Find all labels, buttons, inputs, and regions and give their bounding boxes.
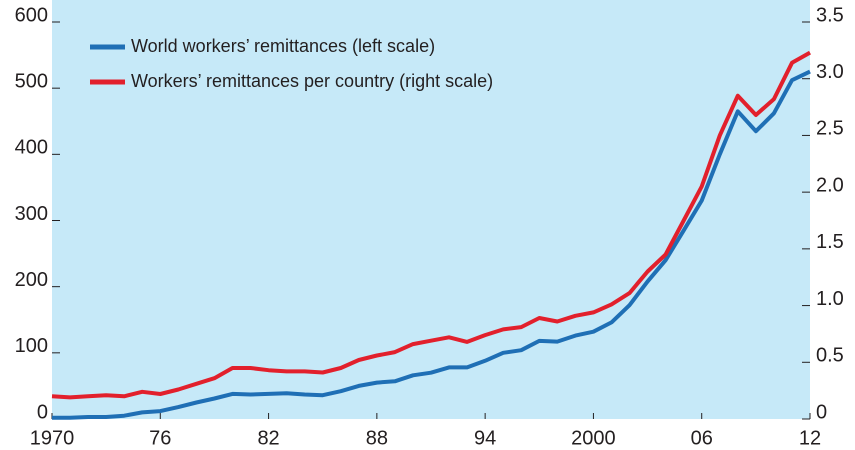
y-tick-label: 200 <box>15 269 48 291</box>
y2-tick-label: 3.0 <box>816 61 844 83</box>
y2-tick-label: 2.0 <box>816 174 844 196</box>
plot-background <box>52 0 810 419</box>
x-tick-label: 76 <box>149 427 171 449</box>
legend-label: Workers’ remittances per country (right … <box>131 71 493 91</box>
x-tick-label: 82 <box>257 427 279 449</box>
legend-label: World workers’ remittances (left scale) <box>131 36 435 56</box>
y2-tick-label: 1.5 <box>816 231 844 253</box>
series-line <box>51 50 811 400</box>
series-line <box>52 69 811 420</box>
y2-tick-label: 3.5 <box>816 4 844 26</box>
y-tick-label: 600 <box>15 4 48 26</box>
y-tick-label: 100 <box>15 335 48 357</box>
x-tick-label: 06 <box>691 427 713 449</box>
y-tick-label: 500 <box>15 70 48 92</box>
x-tick-label: 2000 <box>571 427 616 449</box>
y-tick-label: 0 <box>37 401 48 423</box>
y2-tick-label: 1.0 <box>816 288 844 310</box>
x-tick-label: 12 <box>799 427 821 449</box>
y-tick-label: 300 <box>15 203 48 225</box>
x-tick-label: 1970 <box>30 427 75 449</box>
x-tick-label: 88 <box>366 427 388 449</box>
y-tick-label: 400 <box>15 137 48 159</box>
y2-tick-label: 0.5 <box>816 345 844 367</box>
x-tick-label: 94 <box>474 427 496 449</box>
y2-tick-label: 2.5 <box>816 118 844 140</box>
y2-tick-label: 0 <box>816 401 827 423</box>
